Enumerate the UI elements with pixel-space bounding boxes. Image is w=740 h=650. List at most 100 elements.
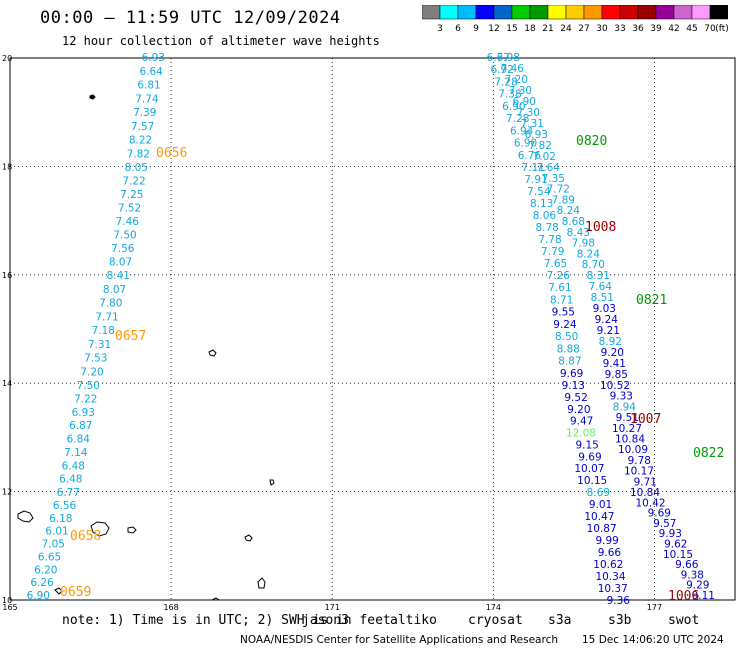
legend-swatch <box>457 5 477 20</box>
legend-swatch <box>601 5 621 20</box>
wave-height-value: 6.48 <box>59 474 82 486</box>
wave-height-value: 7.82 <box>529 140 552 152</box>
wave-height-value: 7.05 <box>42 539 65 551</box>
wave-height-value: 8.43 <box>567 227 590 239</box>
wave-height-value: 6.48 <box>62 460 85 472</box>
wave-height-value: 8.50 <box>555 331 578 343</box>
wave-height-value: 8.71 <box>550 294 573 306</box>
wave-height-value: 9.66 <box>675 559 699 571</box>
wave-height-value: 6.20 <box>34 564 57 576</box>
wave-height-value: 6.81 <box>137 80 160 92</box>
axis-labels: 165 168 171 174 177 20 18 16 14 12 10 <box>2 54 662 612</box>
island <box>244 534 253 542</box>
wave-height-value: 9.03 <box>593 303 616 315</box>
wave-height-value: 7.50 <box>113 230 136 242</box>
sat-altiko: altiko <box>390 613 437 628</box>
wave-height-value: 7.26 <box>547 270 571 282</box>
island <box>269 479 275 486</box>
sat-swot: swot <box>668 613 700 628</box>
wave-height-value: 10.37 <box>598 583 628 595</box>
wave-height-value: 9.99 <box>595 535 618 547</box>
legend-label: 12 <box>488 24 499 34</box>
wave-height-value: 9.15 <box>575 439 598 451</box>
wave-height-value: 6.94 <box>510 125 534 137</box>
wave-height-value: 9.51 <box>616 412 639 424</box>
lat-lon-grid <box>10 58 735 600</box>
wave-height-value: 10.87 <box>587 523 617 535</box>
wave-height-value: 6.64 <box>139 66 163 78</box>
island <box>17 510 34 523</box>
wave-height-value: 9.41 <box>603 358 626 370</box>
wave-height-value: 7.72 <box>547 184 570 196</box>
wave-height-value: 7.39 <box>133 107 156 119</box>
wave-height-value: 7.31 <box>88 339 111 351</box>
legend-swatch <box>709 5 728 20</box>
legend-swatch <box>565 5 585 20</box>
wave-height-value: 7.38 <box>498 89 521 101</box>
wave-height-value: 9.52 <box>564 392 587 404</box>
wave-height-value: 7.54 <box>527 186 551 198</box>
legend-label: 6 <box>455 24 461 34</box>
pass-time-label: 0657 <box>115 329 146 344</box>
wave-height-value: 7.74 <box>135 93 159 105</box>
wave-height-value: 6.76 <box>518 150 542 162</box>
wave-height-value: 10.15 <box>577 475 607 487</box>
legend-swatch <box>673 5 693 20</box>
wave-height-value: 8.41 <box>107 270 130 282</box>
lon-tick-label: 168 <box>163 603 178 612</box>
legend-label: 27 <box>578 24 589 34</box>
wave-height-value: 9.24 <box>595 314 619 326</box>
pass-time-label: 1007 <box>630 412 661 427</box>
wave-height-value: 8.70 <box>582 259 605 271</box>
wave-height-value: 8.05 <box>125 162 148 174</box>
wave-height-value: 7.52 <box>118 203 141 215</box>
wave-height-value: 7.22 <box>74 393 97 405</box>
wave-height-value: 9.66 <box>598 547 622 559</box>
sat-s3a: s3a <box>548 613 572 628</box>
lat-tick-label: 14 <box>2 379 12 388</box>
wave-height-value: 6.26 <box>30 577 54 589</box>
wave-height-value: 8.87 <box>558 356 581 368</box>
wave-height-value: 8.24 <box>577 248 601 260</box>
wave-height-value: 7.14 <box>64 447 88 459</box>
lon-tick-label: 165 <box>2 603 17 612</box>
wave-height-value: 9.78 <box>628 455 651 467</box>
wave-height-value: 7.98 <box>572 238 595 250</box>
wave-height-value: 9.38 <box>681 569 704 581</box>
wave-height-value: 9.69 <box>578 451 601 463</box>
wave-height-value: 9.93 <box>659 528 682 540</box>
legend-unit: (ft) <box>715 24 728 34</box>
wave-height-value: 8.69 <box>587 487 610 499</box>
legend-swatch <box>547 5 567 20</box>
wave-height-value: 6.98 <box>497 52 520 64</box>
wave-height-value: 9.11 <box>692 590 715 602</box>
lat-tick-label: 20 <box>2 54 12 63</box>
pass-time-label: 0658 <box>70 529 101 544</box>
legend-label: 42 <box>668 24 679 34</box>
legend-swatch <box>637 5 657 20</box>
wave-height-value: 7.57 <box>131 121 154 133</box>
wave-height-value: 8.07 <box>109 257 132 269</box>
wave-height-value: 7.28 <box>494 76 517 88</box>
legend-swatch <box>422 5 441 20</box>
wave-height-value: 10.42 <box>635 497 665 509</box>
island <box>208 349 217 357</box>
pass-time-label: 0822 <box>693 446 724 461</box>
wave-height-value: 7.46 <box>501 63 525 75</box>
wave-height-value: 8.51 <box>591 292 614 304</box>
legend-label: 36 <box>632 24 644 34</box>
wave-height-value: 7.30 <box>517 107 540 119</box>
wave-height-value: 7.64 <box>589 281 613 293</box>
legend-labels: 3 6 9 12 15 18 21 24 27 30 33 36 39 42 45 70 (ft) <box>437 24 728 34</box>
legend-swatch <box>619 5 639 20</box>
wave-height-value: 10.84 <box>630 487 660 499</box>
wave-height-value: 6.93 <box>142 52 165 64</box>
legend-label: 9 <box>473 24 479 34</box>
pass-time-label: 0656 <box>156 146 187 161</box>
wave-height-value: 6.92 <box>490 64 513 76</box>
wave-height-value: 6.65 <box>38 551 61 563</box>
wave-height-value: 10.34 <box>595 571 625 583</box>
wave-height-value: 7.82 <box>127 148 150 160</box>
pass-time-labels: 0656 0657 0658 0659 0820 0821 0822 1008 1007 1006 <box>60 134 724 604</box>
